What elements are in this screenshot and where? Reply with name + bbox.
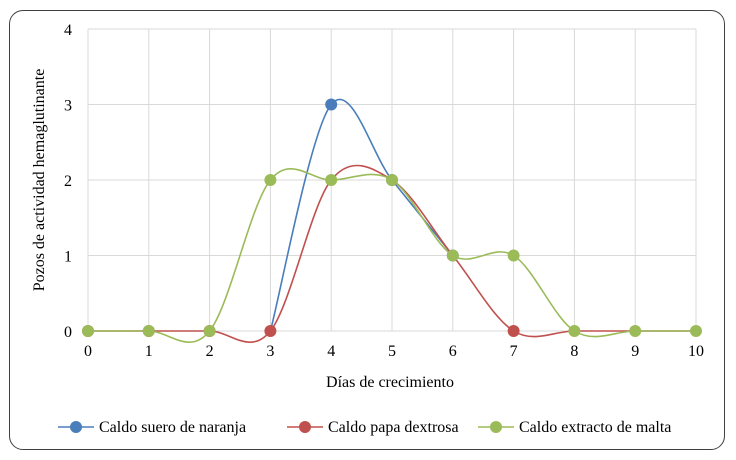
data-point-caldo-papa-dextrosa	[507, 325, 520, 337]
x-tick-label: 5	[388, 343, 396, 360]
grid	[87, 28, 697, 332]
legend-label: Caldo papa dextrosa	[328, 419, 459, 436]
data-point-caldo-extracto-de-malta	[446, 249, 459, 262]
y-tick-label: 1	[64, 249, 72, 266]
legend-label: Caldo extracto de malta	[519, 419, 671, 436]
x-tick-label: 10	[688, 343, 704, 360]
x-tick-labels: 0 1 2 3 4 5 6 7 8 9 10	[84, 343, 704, 360]
y-tick-labels: 0 1 2 3 4	[64, 22, 72, 341]
y-axis-title: Pozos de actividad hemaglutinante	[31, 69, 48, 292]
data-point-caldo-extracto-de-malta	[264, 174, 277, 186]
x-tick-label: 2	[206, 343, 214, 360]
data-point-caldo-extracto-de-malta	[82, 325, 94, 337]
series-markers	[82, 98, 702, 337]
x-tick-label: 9	[631, 343, 639, 360]
x-tick-label: 7	[510, 343, 518, 360]
legend-marker	[299, 421, 311, 433]
data-point-caldo-extracto-de-malta	[629, 325, 642, 337]
y-tick-label: 4	[64, 22, 72, 39]
data-point-caldo-extracto-de-malta	[507, 249, 520, 262]
data-point-caldo-suero-de-naranja	[325, 98, 338, 111]
x-axis-title: Días de crecimiento	[326, 374, 454, 391]
y-tick-label: 2	[64, 173, 72, 190]
data-point-caldo-extracto-de-malta	[568, 325, 581, 337]
x-tick-label: 3	[266, 343, 274, 360]
legend: Caldo suero de naranja Caldo papa dextros…	[58, 419, 671, 436]
x-tick-label: 1	[145, 343, 153, 360]
data-point-caldo-extracto-de-malta	[325, 174, 338, 186]
legend-marker	[70, 421, 82, 433]
legend-marker	[490, 421, 502, 433]
y-tick-label: 0	[64, 324, 72, 341]
series-line-caldo-suero-de-naranja	[269, 98, 454, 332]
data-point-caldo-extracto-de-malta	[142, 325, 155, 337]
data-point-caldo-extracto-de-malta	[203, 325, 216, 337]
x-tick-label: 8	[570, 343, 578, 360]
x-tick-label: 0	[84, 343, 92, 360]
x-tick-label: 4	[327, 343, 335, 360]
y-tick-label: 3	[64, 98, 72, 115]
data-point-caldo-extracto-de-malta	[690, 325, 702, 337]
x-tick-label: 6	[449, 343, 457, 360]
data-point-caldo-extracto-de-malta	[386, 174, 398, 186]
legend-label: Caldo suero de naranja	[99, 419, 246, 436]
chart-frame	[9, 10, 725, 450]
data-point-caldo-papa-dextrosa	[264, 325, 277, 337]
